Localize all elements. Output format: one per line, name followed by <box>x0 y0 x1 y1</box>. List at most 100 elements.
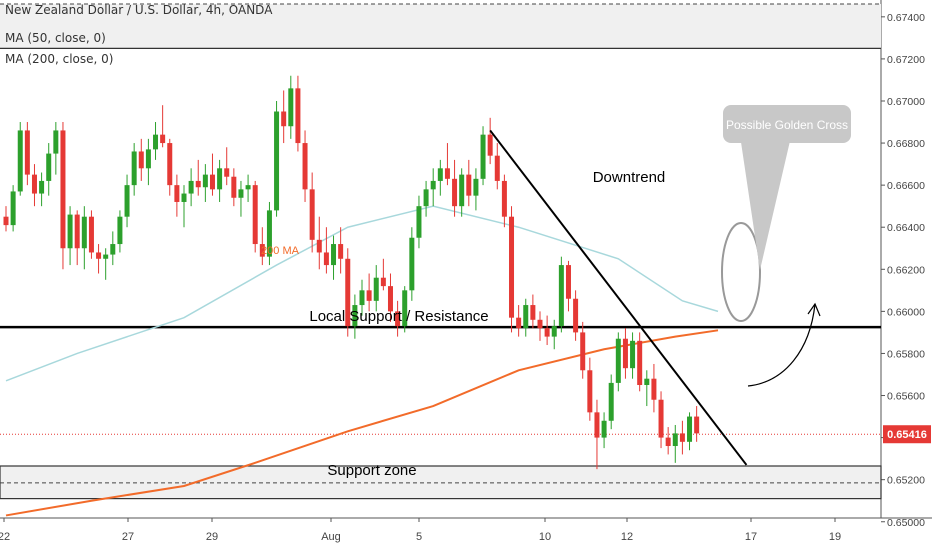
candle-body <box>573 298 579 333</box>
candle-body <box>88 216 94 253</box>
candlestick-series <box>3 75 700 470</box>
support-zone-band <box>0 465 882 500</box>
ma200-legend[interactable]: MA (200, close, 0) <box>5 52 114 66</box>
time-axis[interactable]: 22 27 29 Aug 5 10 12 17 19 <box>0 517 932 543</box>
candle-body <box>10 191 16 226</box>
candle-body <box>501 180 507 217</box>
candle-body <box>174 185 180 202</box>
candle-body <box>295 88 301 144</box>
candle-body <box>409 237 415 291</box>
price-tick-label: 0.66800 <box>887 138 925 150</box>
candle-body <box>167 143 173 186</box>
symbol-title[interactable]: New Zealand Dollar / U.S. Dollar, 4h, OA… <box>5 3 273 17</box>
callout-pointer <box>738 122 790 270</box>
price-tick-label: 0.66200 <box>887 264 925 276</box>
candle-body <box>81 216 87 249</box>
projection-arrow <box>747 303 816 387</box>
candle-body <box>302 143 308 190</box>
candle-body <box>565 265 571 299</box>
candle-body <box>188 180 194 194</box>
candle-body <box>444 168 450 179</box>
time-tick-label: 29 <box>206 531 218 543</box>
time-tick-label: 22 <box>0 531 10 543</box>
ma200-label: 200 MA <box>261 245 300 257</box>
candle-body <box>466 174 472 196</box>
price-tick-label: 0.67400 <box>887 12 925 24</box>
price-tick-label: 0.65600 <box>887 391 925 403</box>
candle-body <box>316 239 322 253</box>
candle-body <box>252 185 258 245</box>
candle-body <box>124 185 130 217</box>
candle-body <box>160 134 166 144</box>
candle-body <box>138 151 144 169</box>
local-support-resistance-label: Local Support / Resistance <box>309 308 488 325</box>
candle-body <box>544 328 550 337</box>
golden-cross-label: Possible Golden Cross <box>726 118 848 132</box>
candle-body <box>509 216 515 318</box>
price-tick-label: 0.65000 <box>887 517 925 529</box>
candle-body <box>209 174 215 190</box>
candle-body <box>594 412 600 438</box>
candle-body <box>437 168 443 181</box>
candle-body <box>281 111 287 127</box>
candle-body <box>694 416 700 434</box>
candle-body <box>153 134 159 150</box>
candle-body <box>430 180 436 190</box>
candle-body <box>366 290 372 301</box>
candle-body <box>494 155 500 181</box>
candle-body <box>202 174 208 188</box>
time-tick-label: 10 <box>539 531 551 543</box>
candle-body <box>245 185 251 190</box>
last-price-value: 0.65416 <box>887 429 927 441</box>
candle-body <box>67 214 73 249</box>
price-axis[interactable]: 0.67400 0.67200 0.67000 0.66800 0.66600 0.664… <box>880 0 925 529</box>
candle-body <box>238 189 244 198</box>
price-tick-label: 0.66600 <box>887 180 925 192</box>
candle-body <box>181 193 187 202</box>
candle-body <box>644 378 650 386</box>
candle-body <box>459 174 465 207</box>
candle-body <box>110 244 116 255</box>
top-zone-band <box>0 4 881 49</box>
candle-body <box>145 149 151 169</box>
candle-body <box>487 134 493 156</box>
ma50-legend[interactable]: MA (50, close, 0) <box>5 31 106 45</box>
candle-body <box>217 168 223 190</box>
candle-body <box>352 305 358 327</box>
candle-body <box>359 290 365 306</box>
candle-body <box>601 420 607 438</box>
candle-body <box>259 244 265 257</box>
candle-body <box>558 265 564 327</box>
price-tick-label: 0.66000 <box>887 306 925 318</box>
downtrend-line <box>489 129 748 466</box>
candle-body <box>380 277 386 287</box>
candle-body <box>373 277 379 301</box>
candle-body <box>516 317 522 329</box>
price-tick-label: 0.65800 <box>887 348 925 360</box>
candle-body <box>309 189 315 240</box>
candle-body <box>338 244 344 259</box>
candle-body <box>473 178 479 196</box>
time-tick-label: Aug <box>321 531 341 543</box>
candle-body <box>117 216 123 245</box>
candle-body <box>630 340 636 369</box>
candle-body <box>231 176 237 198</box>
candle-body <box>331 244 337 266</box>
time-tick-label: 27 <box>122 531 134 543</box>
price-tags: 0.65416 <box>883 425 931 444</box>
candle-body <box>131 151 137 186</box>
time-tick-label: 5 <box>416 531 422 543</box>
candle-body <box>402 290 408 327</box>
candle-body <box>622 338 628 369</box>
candle-body <box>423 189 429 207</box>
candle-body <box>387 286 393 312</box>
price-tick-label: 0.66400 <box>887 222 925 234</box>
candle-body <box>530 305 536 320</box>
candle-body <box>323 252 329 266</box>
candle-body <box>615 338 621 383</box>
price-tick-label: 0.65200 <box>887 475 925 487</box>
candle-body <box>46 153 52 181</box>
candle-body <box>31 174 37 194</box>
chart-drawings: Possible Golden Cross Downtrend Local Supp… <box>261 105 851 479</box>
